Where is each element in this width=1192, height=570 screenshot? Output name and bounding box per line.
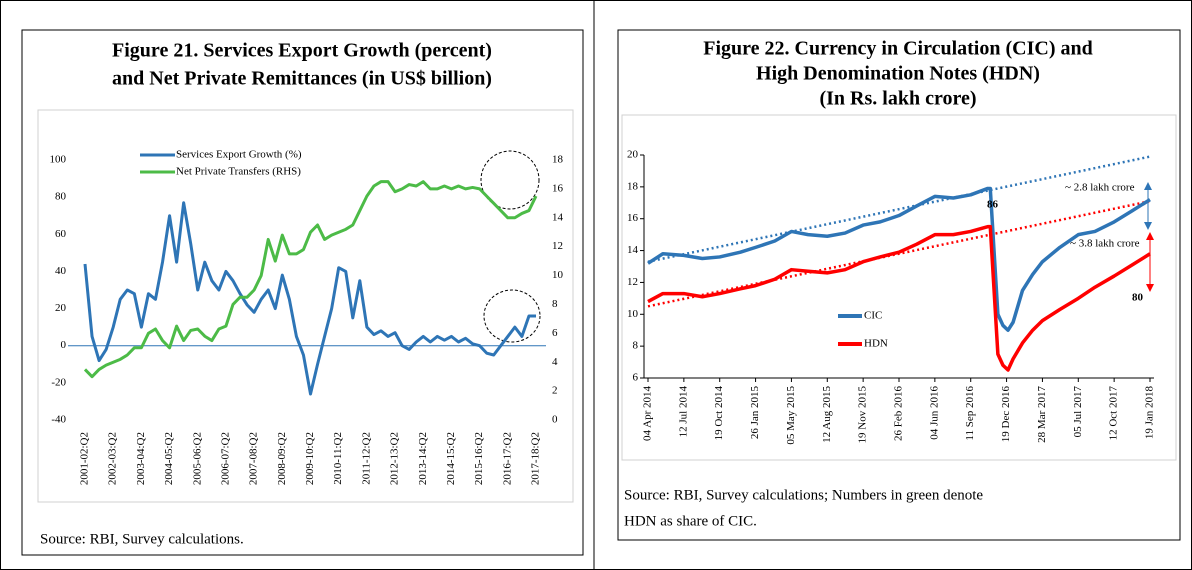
x-tick-label: 12 Oct 2017 xyxy=(1108,386,1120,441)
source-note: Source: RBI, Survey calculations. xyxy=(40,531,244,547)
x-tick-label: 26 Feb 2016 xyxy=(893,386,905,442)
x-tick-label: 2012-13:Q2 xyxy=(389,432,401,485)
annotation: 86 xyxy=(987,199,999,211)
y2-tick-label: 4 xyxy=(552,356,558,368)
y-tick-label: 20 xyxy=(55,302,67,314)
y-tick-label: 20 xyxy=(627,149,639,161)
figure-21-box xyxy=(21,29,584,556)
y-tick-label: 14 xyxy=(627,244,639,256)
y-tick-label: -20 xyxy=(51,376,66,388)
y2-tick-label: 14 xyxy=(552,211,564,223)
y-tick-label: -40 xyxy=(51,414,66,426)
y-tick-label: 10 xyxy=(627,308,639,320)
x-tick-label: 2010-11:Q2 xyxy=(332,432,344,485)
y2-tick-label: 2 xyxy=(552,385,558,397)
x-tick-label: 05 Jul 2017 xyxy=(1072,386,1084,438)
highlight-circle xyxy=(480,150,540,210)
legend-label: Net Private Transfers (RHS) xyxy=(176,166,301,178)
x-tick-label: 2005-06:Q2 xyxy=(191,432,203,485)
legend-label: Services Export Growth (%) xyxy=(176,149,302,161)
x-tick-label: 2011-12:Q2 xyxy=(360,432,372,485)
source-note: HDN as share of CIC. xyxy=(624,513,757,529)
legend-label: HDN xyxy=(864,338,888,350)
series-line xyxy=(647,224,1151,372)
y2-tick-label: 10 xyxy=(552,269,564,281)
x-tick-label: 2008-09:Q2 xyxy=(276,432,288,485)
chart-title: High Denomination Notes (HDN) xyxy=(756,63,1040,85)
x-tick-label: 2015-16:Q2 xyxy=(473,432,485,485)
series-line xyxy=(647,186,1151,332)
y-tick-label: 80 xyxy=(55,191,67,203)
x-tick-label: 2009-10:Q2 xyxy=(304,432,316,485)
x-tick-label: 2001-02:Q2 xyxy=(79,432,91,485)
x-tick-label: 2016-17:Q2 xyxy=(501,432,513,485)
highlight-circle xyxy=(483,289,541,343)
y2-tick-label: 12 xyxy=(552,240,563,252)
chart-title: (In Rs. lakh crore) xyxy=(819,88,976,110)
y-tick-label: 18 xyxy=(627,180,639,192)
x-tick-label: 11 Sep 2016 xyxy=(964,386,976,441)
y-tick-label: 40 xyxy=(55,265,67,277)
chart-area xyxy=(621,114,1177,461)
x-tick-label: 12 Aug 2015 xyxy=(821,386,833,443)
trend-line xyxy=(647,155,1151,263)
y-tick-label: 60 xyxy=(55,228,67,240)
x-tick-label: 2002-03:Q2 xyxy=(107,432,119,485)
x-tick-label: 2006-07:Q2 xyxy=(219,432,231,485)
x-tick-label: 26 Jan 2015 xyxy=(749,386,761,440)
chart-title: and Net Private Remittances (in US$ bill… xyxy=(112,68,492,90)
y-tick-label: 6 xyxy=(633,372,639,384)
x-tick-label: 2014-15:Q2 xyxy=(445,432,457,485)
y-tick-label: 12 xyxy=(627,276,638,288)
x-tick-label: 2003-04:Q2 xyxy=(135,432,147,485)
series-line xyxy=(83,180,538,379)
y2-tick-label: 16 xyxy=(552,182,564,194)
x-tick-label: 04 Apr 2014 xyxy=(642,386,654,442)
chart-area xyxy=(37,109,574,503)
x-tick-label: 19 Oct 2014 xyxy=(713,386,725,441)
x-tick-label: 19 Dec 2016 xyxy=(1000,386,1012,443)
x-tick-label: 19 Jan 2018 xyxy=(1144,386,1156,440)
x-tick-label: 12 Jul 2014 xyxy=(677,386,689,438)
x-tick-label: 19 Nov 2015 xyxy=(857,386,869,444)
y2-tick-label: 6 xyxy=(552,327,558,339)
y2-tick-label: 8 xyxy=(552,298,558,310)
x-tick-label: 2004-05:Q2 xyxy=(163,432,175,485)
annotation: ~ 2.8 lakh crore xyxy=(1065,182,1135,194)
x-tick-label: 28 Mar 2017 xyxy=(1036,386,1048,443)
annotation: ~ 3.8 lakh crore xyxy=(1070,238,1140,250)
chart-title: Figure 21. Services Export Growth (perce… xyxy=(112,40,492,62)
y-tick-label: 8 xyxy=(633,340,639,352)
series-line xyxy=(83,201,536,396)
x-tick-label: 2007-08:Q2 xyxy=(248,432,260,485)
source-note: Source: RBI, Survey calculations; Number… xyxy=(624,487,983,503)
legend-label: CIC xyxy=(864,310,882,322)
x-tick-label: 2013-14:Q2 xyxy=(417,432,429,485)
chart-title: Figure 22. Currency in Circulation (CIC)… xyxy=(703,38,1092,60)
y2-tick-label: 18 xyxy=(552,154,564,166)
annotation: 80 xyxy=(1132,292,1144,304)
x-tick-label: 05 May 2015 xyxy=(785,386,797,445)
y-tick-label: 0 xyxy=(61,339,67,351)
figure-22-box xyxy=(617,29,1181,541)
y-tick-label: 100 xyxy=(50,154,67,166)
x-tick-label: 2017-18:Q2 xyxy=(530,432,542,485)
y-tick-label: 16 xyxy=(627,212,639,224)
y2-tick-label: 0 xyxy=(552,414,558,426)
x-tick-label: 04 Jun 2016 xyxy=(928,386,940,440)
